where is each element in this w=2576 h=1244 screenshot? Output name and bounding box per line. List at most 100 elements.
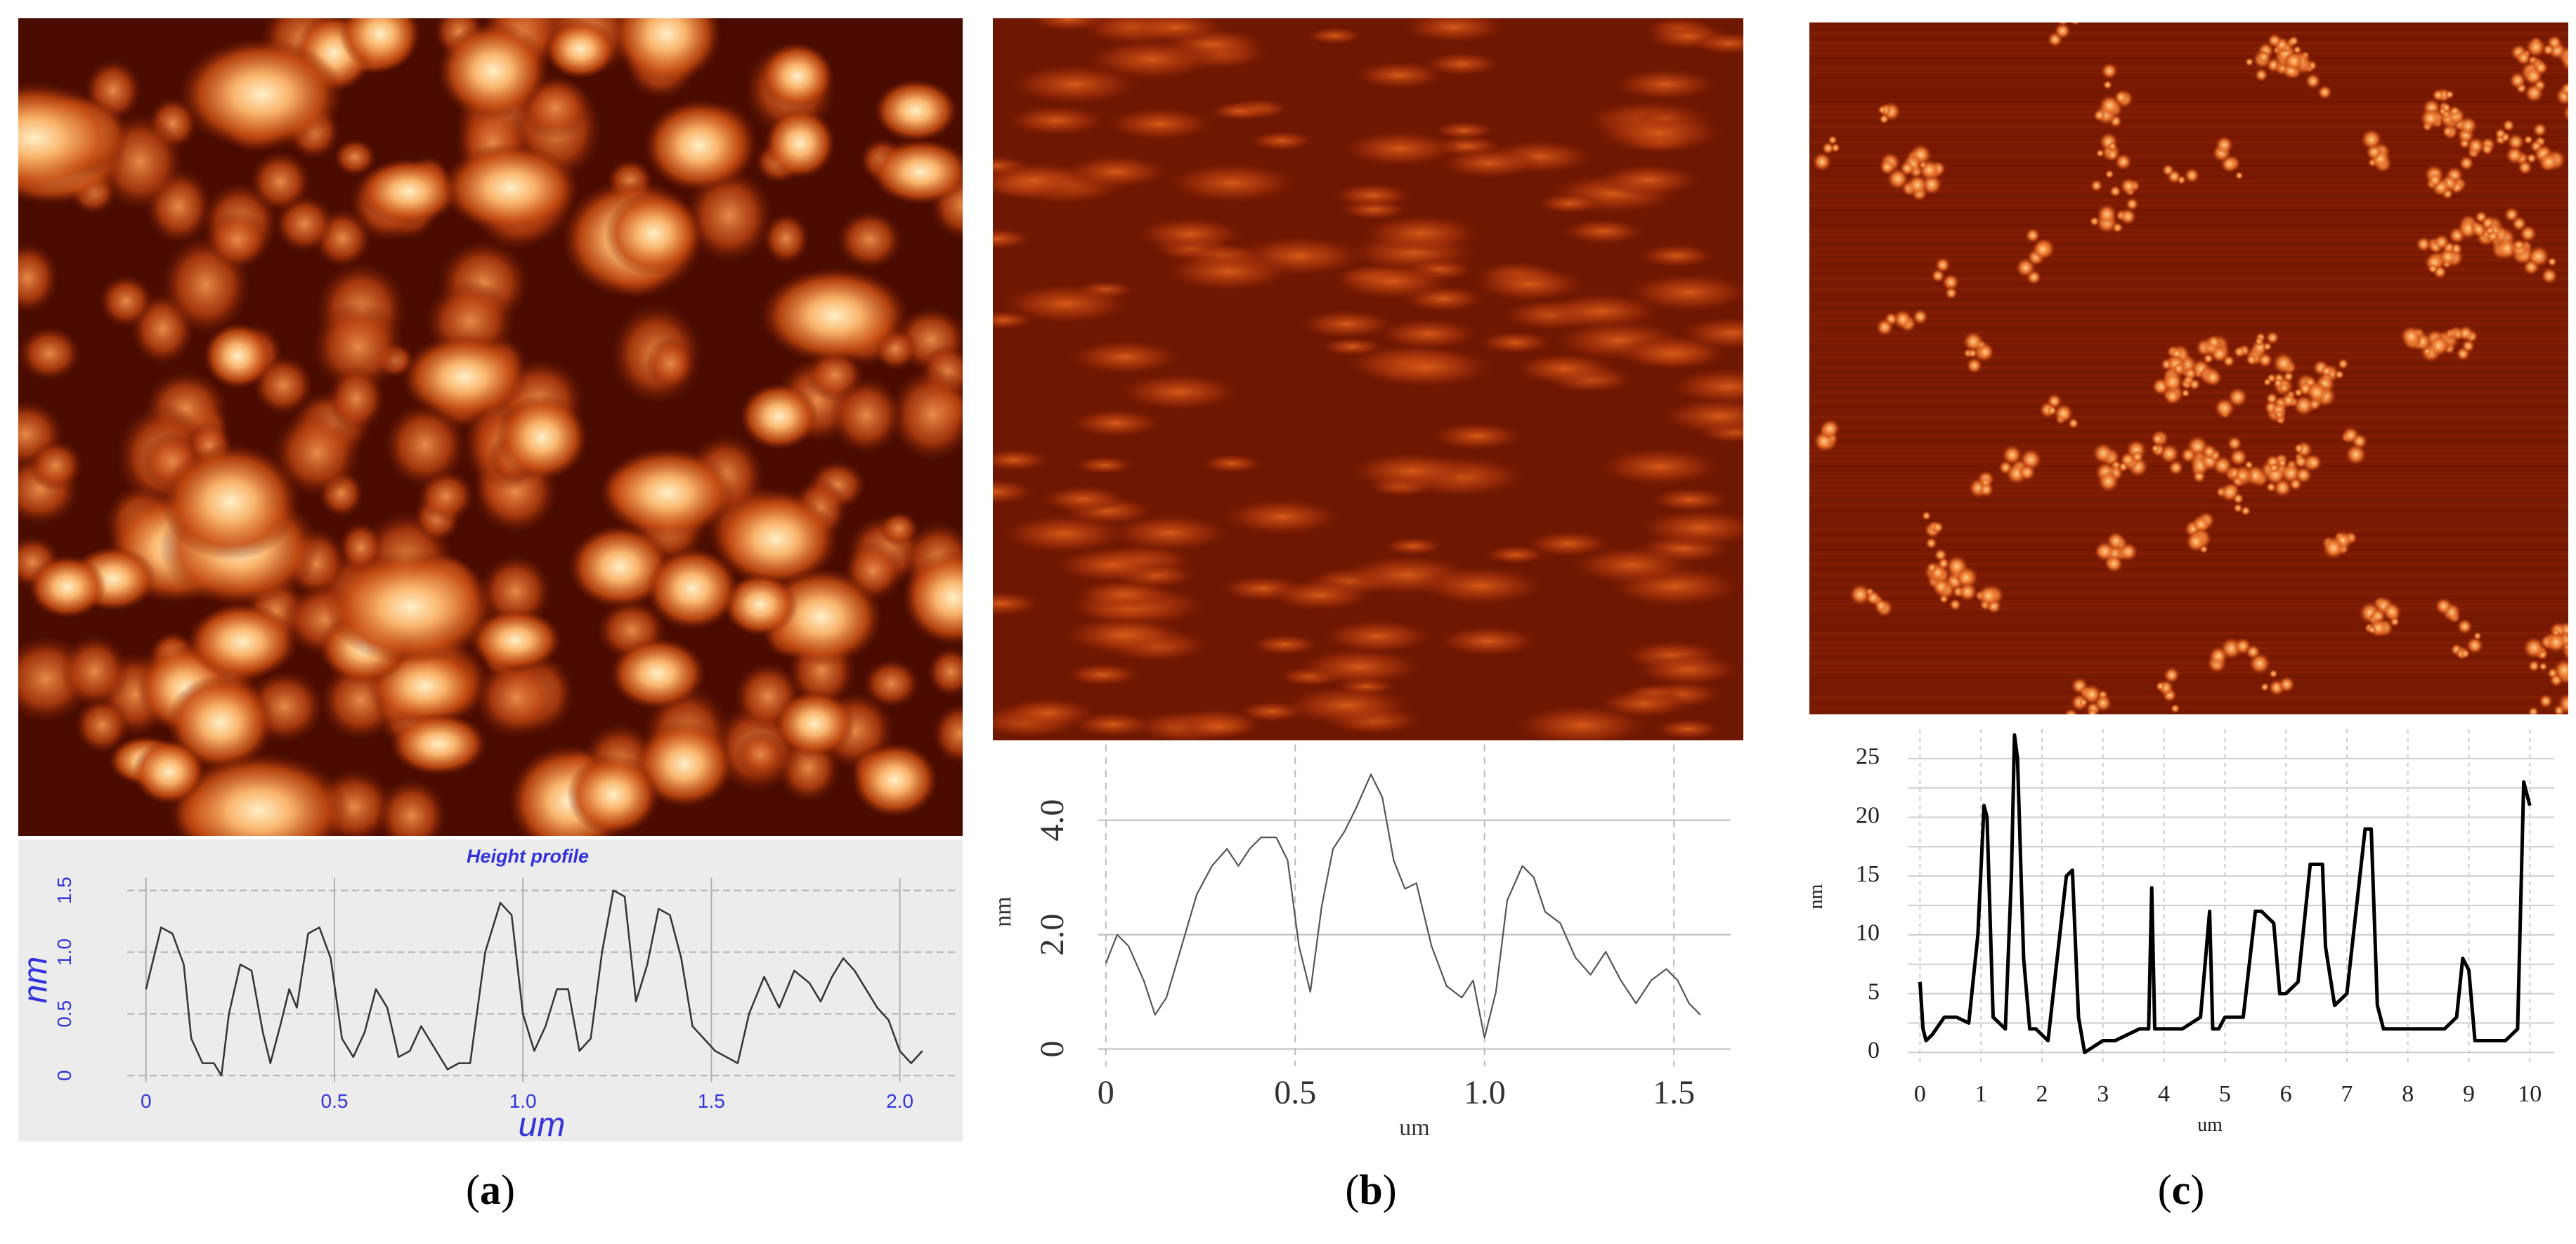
afm-cluster xyxy=(2257,50,2270,64)
afm-grain-bright xyxy=(568,525,672,609)
afm-cluster xyxy=(2112,222,2123,234)
scan-line xyxy=(1809,701,2568,703)
afm-cluster xyxy=(1934,257,1951,273)
afm-cluster xyxy=(2457,325,2474,341)
afm-cluster xyxy=(2281,393,2297,409)
afm-cluster xyxy=(2528,660,2540,672)
afm-grain xyxy=(1107,513,1232,552)
afm-cluster xyxy=(2108,141,2117,150)
afm-cluster xyxy=(2227,387,2248,407)
afm-grain xyxy=(997,697,1098,728)
afm-grain-bright xyxy=(544,19,617,79)
afm-grain xyxy=(1636,508,1743,547)
x-tick-label: 3 xyxy=(2097,1081,2109,1107)
x-tick-label: 8 xyxy=(2402,1081,2414,1107)
scan-line xyxy=(1809,416,2568,418)
afm-grain xyxy=(1612,68,1718,101)
afm-cluster xyxy=(2459,155,2475,171)
afm-grain-bright xyxy=(609,637,706,710)
scan-line xyxy=(1809,652,2568,654)
y-axis-label: nm xyxy=(18,957,54,1004)
afm-cluster xyxy=(2100,63,2118,80)
afm-grain xyxy=(1162,251,1295,292)
afm-grain xyxy=(1060,615,1188,655)
afm-cluster xyxy=(2079,698,2088,707)
afm-grain xyxy=(1134,217,1246,251)
afm-grain xyxy=(1561,218,1646,245)
afm-cluster xyxy=(2204,368,2223,387)
y-tick-label: 15 xyxy=(1856,861,1880,887)
afm-grain xyxy=(993,448,1051,471)
afm-cluster xyxy=(2053,403,2074,424)
afm-grain-bright xyxy=(401,334,528,421)
afm-grain-bright xyxy=(566,754,661,836)
x-tick-label: 0 xyxy=(1914,1081,1926,1107)
afm-grain xyxy=(1658,397,1743,435)
scan-line xyxy=(1809,406,2568,408)
afm-cluster xyxy=(2533,60,2549,75)
afm-cluster xyxy=(1906,174,1929,196)
scan-line xyxy=(1809,224,2568,226)
scan-line xyxy=(1809,81,2568,84)
afm-cluster xyxy=(2233,503,2243,513)
afm-cluster xyxy=(1892,309,1913,329)
afm-grain xyxy=(28,440,83,492)
scan-line xyxy=(1809,706,2568,708)
scan-line xyxy=(1809,258,2568,261)
afm-cluster xyxy=(2151,444,2160,453)
afm-grain-bright xyxy=(760,267,909,364)
afm-cluster xyxy=(2278,676,2296,693)
series-line xyxy=(1918,733,2532,1054)
scan-line xyxy=(1809,27,2568,30)
scan-line xyxy=(1809,32,2568,34)
scan-line xyxy=(1809,145,2568,148)
afm-cluster xyxy=(2433,234,2450,251)
afm-grain xyxy=(1064,662,1141,686)
afm-cluster xyxy=(2267,33,2282,48)
scan-line xyxy=(1809,263,2568,266)
scan-line xyxy=(1809,278,2568,280)
scan-line xyxy=(1809,126,2568,128)
scan-line xyxy=(1809,563,2568,565)
afm-cluster xyxy=(2506,133,2525,151)
afm-cluster xyxy=(2064,708,2079,714)
scan-line xyxy=(1809,67,2568,69)
x-tick-label: 0.5 xyxy=(321,1090,349,1112)
afm-cluster xyxy=(2432,89,2445,102)
afm-cluster xyxy=(2254,336,2264,346)
afm-cluster xyxy=(2235,171,2244,180)
afm-grain xyxy=(1330,262,1455,301)
scan-line xyxy=(1809,62,2568,64)
scan-line xyxy=(1809,583,2568,585)
afm-cluster xyxy=(2106,148,2119,161)
afm-cluster xyxy=(2360,129,2383,150)
afm-grain-bright xyxy=(496,394,588,480)
x-tick-label: 0 xyxy=(1098,1074,1114,1111)
scan-line xyxy=(1809,219,2568,221)
y-axis-label: nm xyxy=(1809,884,1827,909)
scan-line xyxy=(1809,342,2568,344)
afm-cluster xyxy=(2337,358,2349,370)
afm-cluster xyxy=(2155,681,2166,691)
afm-cluster xyxy=(1927,562,1937,573)
afm-grain-bright xyxy=(851,742,939,818)
x-axis-label: um xyxy=(1399,1115,1429,1141)
afm-cluster xyxy=(2545,631,2568,653)
afm-grain xyxy=(1430,421,1524,451)
scan-line xyxy=(1809,273,2568,275)
afm-grain xyxy=(74,697,130,754)
afm-grain xyxy=(1436,625,1540,657)
afm-grain xyxy=(1594,164,1702,197)
scan-line xyxy=(1809,490,2568,492)
afm-grain-bright xyxy=(873,79,958,142)
afm-grain xyxy=(762,212,810,265)
x-tick-label: 2 xyxy=(2036,1081,2048,1107)
afm-grain-bright xyxy=(722,572,798,636)
scan-line xyxy=(1809,116,2568,118)
afm-image-b xyxy=(993,18,1743,740)
scan-line xyxy=(1809,347,2568,349)
afm-grain-bright xyxy=(203,322,273,389)
afm-grain xyxy=(1074,456,1135,475)
scan-line xyxy=(1809,431,2568,433)
afm-grain-bright xyxy=(611,18,722,86)
